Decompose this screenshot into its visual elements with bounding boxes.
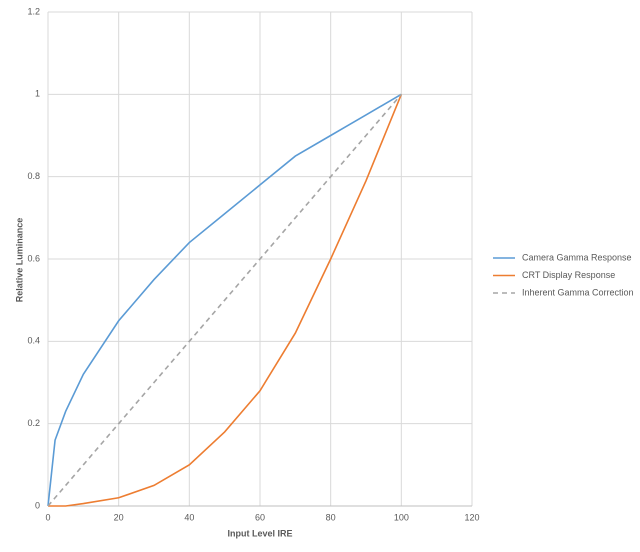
x-tick-label: 120 [464,512,479,522]
x-tick-label: 40 [184,512,194,522]
legend-label: Camera Gamma Response [522,252,632,262]
y-tick-label: 0.2 [27,418,40,428]
x-tick-label: 80 [326,512,336,522]
x-axis-title: Input Level IRE [227,528,292,538]
series-line [48,94,403,507]
y-tick-label: 0.8 [27,171,40,181]
y-axis-title: Relative Luminance [14,218,24,303]
x-tick-label: 100 [394,512,409,522]
x-tick-label: 0 [45,512,50,522]
series-line [47,93,402,507]
x-tick-label: 60 [255,512,265,522]
y-tick-label: 0 [35,500,40,510]
y-tick-label: 1 [35,89,40,99]
x-tick-label: 20 [114,512,124,522]
legend-label: CRT Display Response [522,270,615,280]
y-tick-label: 1.2 [27,6,40,16]
y-tick-label: 0.6 [27,253,40,263]
y-tick-label: 0.4 [27,336,40,346]
series-line [47,93,402,507]
legend-label: Inherent Gamma Correction [522,287,634,297]
